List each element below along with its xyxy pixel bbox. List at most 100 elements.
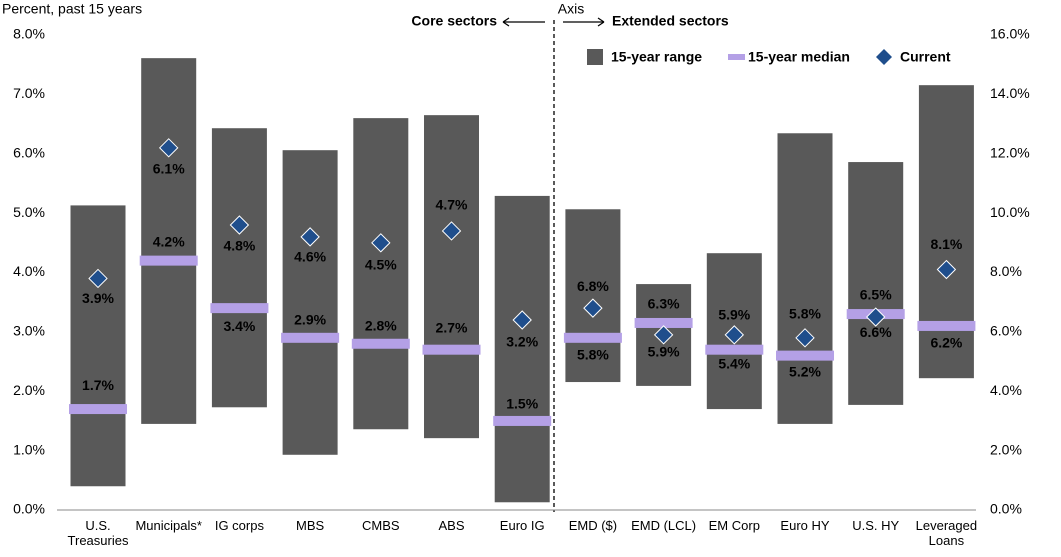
current-marker	[583, 298, 603, 318]
x-tick-label: CMBS	[362, 518, 400, 533]
current-label: 5.9%	[718, 307, 750, 323]
x-tick-label: Euro HY	[780, 518, 830, 533]
axis-arrows	[502, 17, 605, 27]
current-label: 8.1%	[930, 236, 962, 252]
current-label: 6.5%	[860, 287, 892, 303]
x-tick-label: MBS	[296, 518, 325, 533]
current-marker	[653, 325, 674, 345]
median-label: 2.7%	[436, 319, 468, 335]
current-label: 4.7%	[436, 197, 468, 213]
y-tick-label: 7.0%	[13, 85, 45, 101]
y-tick-label: 0.0%	[13, 501, 45, 517]
current-label: 6.8%	[577, 278, 609, 294]
y-tick-label: 5.0%	[13, 204, 45, 220]
y2-tick-label: 10.0%	[990, 204, 1030, 220]
y2-tick-label: 12.0%	[990, 144, 1030, 160]
legend-swatch	[728, 54, 745, 60]
range-bar	[211, 128, 267, 408]
current-label: 5.9%	[648, 344, 680, 360]
median-label: 4.2%	[153, 233, 185, 249]
divider-label: Axis	[558, 1, 584, 17]
range-bar	[494, 195, 550, 503]
current-marker	[865, 307, 886, 327]
current-marker	[371, 233, 391, 253]
y2-tick-label: 4.0%	[990, 382, 1022, 398]
y-tick-label: 8.0%	[13, 26, 45, 42]
y-tick-label: 1.0%	[13, 441, 45, 457]
x-tick-label: Euro IG	[499, 518, 545, 533]
median-bar	[139, 255, 198, 266]
x-tick-label: U.S. Treasuries	[67, 518, 129, 548]
current-marker	[936, 259, 957, 280]
current-label: 4.8%	[223, 238, 255, 254]
median-label: 6.3%	[648, 296, 680, 312]
y-tick-label: 3.0%	[13, 323, 45, 339]
range-bar	[70, 205, 126, 487]
median-bar	[563, 332, 622, 343]
x-tick-label: ABS	[438, 518, 465, 533]
median-bar	[493, 415, 552, 426]
current-label: 3.2%	[506, 334, 538, 350]
current-label: 6.1%	[153, 161, 185, 177]
median-bar	[776, 350, 835, 361]
median-label: 1.5%	[506, 396, 538, 412]
median-label: 5.2%	[789, 363, 821, 379]
range-bar	[565, 209, 621, 383]
median-label: 2.9%	[294, 312, 326, 328]
median-bar	[634, 317, 693, 328]
current-marker	[441, 221, 462, 241]
range-bar	[848, 162, 904, 405]
y-tick-label: 2.0%	[13, 382, 45, 398]
median-label: 2.8%	[365, 317, 397, 333]
y2-tick-label: 2.0%	[990, 441, 1022, 457]
y-axis-label: Percent, past 15 years	[2, 1, 142, 17]
y-tick-label: 6.0%	[13, 144, 45, 160]
x-tick-label: U.S. HY	[852, 518, 900, 533]
current-label: 4.6%	[294, 249, 326, 265]
range-bar	[353, 118, 409, 430]
current-label: 4.5%	[365, 257, 397, 273]
median-label: 6.2%	[930, 335, 962, 351]
range-bar	[424, 115, 480, 439]
y2-tick-label: 14.0%	[990, 85, 1030, 101]
y2-tick-label: 8.0%	[990, 263, 1022, 279]
median-bar	[422, 344, 481, 355]
range-bar	[777, 133, 833, 424]
y-tick-label: 4.0%	[13, 263, 45, 279]
panel-title: Core sectors	[411, 13, 497, 29]
current-marker	[300, 227, 320, 247]
median-label: 3.4%	[223, 318, 255, 334]
median-bar	[281, 332, 340, 343]
current-marker	[512, 310, 532, 330]
median-bar	[705, 344, 764, 355]
x-tick-label: EMD (LCL)	[631, 518, 697, 533]
y2-tick-label: 0.0%	[990, 501, 1022, 517]
current-label: 3.9%	[82, 290, 114, 306]
current-label: 5.8%	[789, 306, 821, 322]
median-bar	[69, 404, 128, 415]
current-marker	[229, 215, 250, 235]
current-marker	[158, 138, 179, 158]
y2-tick-label: 16.0%	[990, 26, 1030, 42]
x-tick-label: EMD ($)	[568, 518, 618, 533]
current-marker	[724, 325, 745, 345]
legend-label: 15-year median	[748, 49, 850, 65]
median-bar	[351, 338, 410, 349]
range-bar	[141, 58, 197, 424]
median-label: 1.7%	[82, 377, 114, 393]
legend-swatch	[876, 49, 892, 65]
median-bar	[917, 320, 976, 331]
median-bar	[210, 303, 269, 314]
current-marker	[88, 268, 108, 289]
current-marker	[795, 328, 815, 348]
legend-swatch	[587, 49, 603, 65]
median-label: 6.6%	[860, 324, 892, 340]
legend-label: 15-year range	[611, 49, 702, 65]
legend-label: Current	[900, 49, 951, 65]
x-tick-label: EM Corp	[708, 518, 760, 533]
range-bar	[282, 150, 338, 455]
y2-tick-label: 6.0%	[990, 323, 1022, 339]
x-tick-label: IG corps	[214, 518, 264, 533]
